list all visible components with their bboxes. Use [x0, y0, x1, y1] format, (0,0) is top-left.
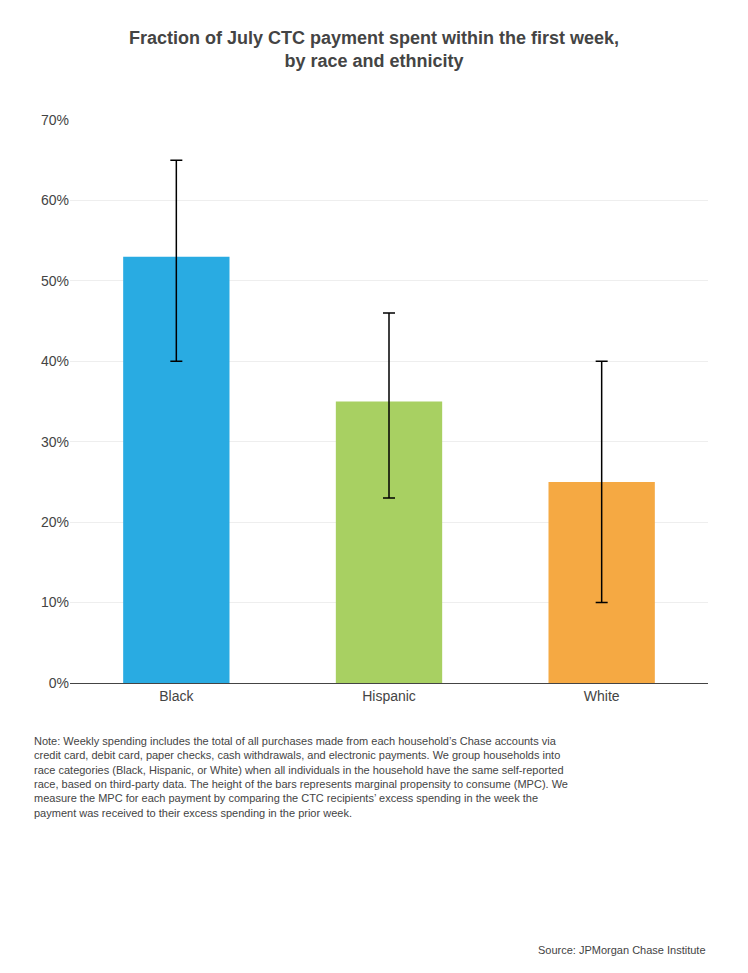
svg-text:30%: 30% — [41, 434, 69, 450]
svg-text:Fraction of July CTC payment s: Fraction of July CTC payment spent withi… — [129, 28, 619, 71]
svg-text:10%: 10% — [41, 594, 69, 610]
svg-text:60%: 60% — [41, 192, 69, 208]
svg-text:White: White — [584, 688, 620, 704]
svg-text:70%: 70% — [41, 112, 69, 128]
svg-text:0%: 0% — [49, 675, 69, 691]
svg-text:50%: 50% — [41, 273, 69, 289]
svg-text:40%: 40% — [41, 353, 69, 369]
svg-text:Black: Black — [159, 688, 194, 704]
svg-text:20%: 20% — [41, 514, 69, 530]
svg-text:Note: Weekly spending includes: Note: Weekly spending includes the total… — [34, 735, 568, 819]
svg-text:Source: JPMorgan Chase Institu: Source: JPMorgan Chase Institute — [538, 944, 706, 956]
svg-text:Hispanic: Hispanic — [362, 688, 416, 704]
